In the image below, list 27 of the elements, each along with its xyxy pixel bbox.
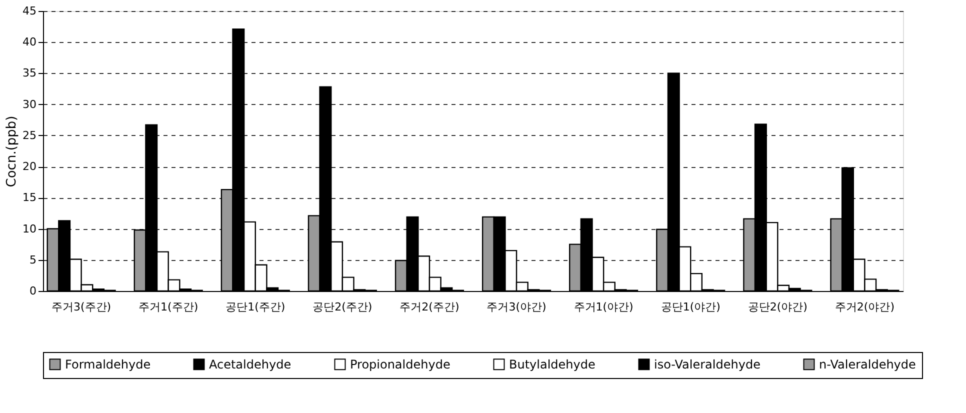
legend-label: n-Valeraldehyde <box>819 357 916 372</box>
x-tick-label: 주거3(주간) <box>52 300 112 314</box>
y-tick-label: 5 <box>30 253 36 266</box>
x-tick-label: 공단2(주간) <box>312 300 372 314</box>
y-tick-label: 45 <box>22 4 36 18</box>
y-tick-label: 25 <box>22 128 36 142</box>
x-tick-label: 주거1(주간) <box>138 300 198 314</box>
y-tick-label: 20 <box>22 160 36 174</box>
y-tick-label: 0 <box>30 284 36 298</box>
y-tick-label: 40 <box>22 36 36 49</box>
legend-label: Butylaldehyde <box>509 357 596 372</box>
legend-label: Formaldehyde <box>65 357 151 372</box>
y-tick-label: 15 <box>22 191 36 204</box>
y-tick-label: 35 <box>22 66 36 80</box>
y-tick-label: 30 <box>22 98 36 111</box>
x-tick-label: 주거2(야간) <box>834 300 894 314</box>
x-tick-label: 공단1(주간) <box>226 300 286 314</box>
legend-label: Propionaldehyde <box>350 357 450 372</box>
x-tick-label: 공단1(야간) <box>660 300 720 314</box>
y-axis-title: Cocn.(ppb) <box>4 116 20 188</box>
x-tick-label: 주거2(주간) <box>400 300 460 314</box>
x-tick-label: 주거3(야간) <box>486 300 546 314</box>
y-tick-label: 10 <box>22 222 36 236</box>
legend-label: iso-Valeraldehyde <box>654 357 760 372</box>
x-tick-label: 주거1(야간) <box>574 300 634 314</box>
x-tick-label: 공단2(야간) <box>748 300 808 314</box>
legend-label: Acetaldehyde <box>209 357 292 372</box>
